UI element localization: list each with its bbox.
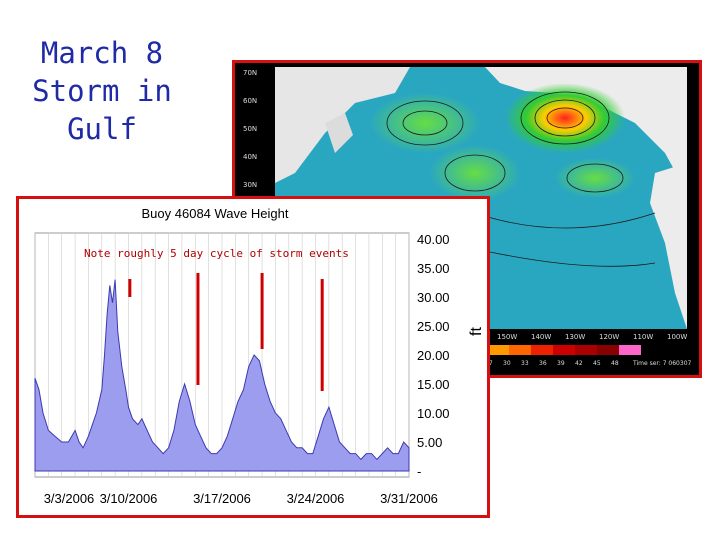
y-tick-label: 35.00: [417, 261, 450, 276]
legend-value-48: 48: [611, 360, 619, 367]
y-tick-label: 10.00: [417, 406, 450, 421]
legend-value-33: 33: [521, 360, 529, 367]
chart-title: Buoy 46084 Wave Height: [142, 206, 289, 221]
japan-land: [325, 113, 353, 153]
wave-height-area: [34, 279, 410, 472]
slide-title-line-3: Gulf: [67, 112, 137, 146]
chart-annotation: Note roughly 5 day cycle of storm events: [84, 247, 349, 260]
y-axis-unit-label: ft: [468, 327, 485, 336]
north-america-land: [650, 163, 687, 329]
legend-value-42: 42: [575, 360, 583, 367]
lat-label-60n: 60N: [243, 97, 257, 105]
x-axis-ticks: 3/3/2006 3/10/2006 3/17/2006 3/24/2006 3/31/…: [44, 491, 438, 506]
lon-label-120w: 120W: [599, 333, 619, 341]
wave-height-chart: Buoy 46084 Wave Height Note roughly 5 da…: [16, 196, 490, 518]
lon-label-100w: 100W: [667, 333, 687, 341]
x-tick-label: 3/3/2006: [44, 491, 95, 506]
wave-field-west: [370, 93, 480, 153]
x-tick-label: 3/31/2006: [380, 491, 438, 506]
legend-value-30: 30: [503, 360, 511, 367]
y-tick-label: -: [417, 464, 421, 479]
lon-label-150w: 150W: [497, 333, 517, 341]
y-tick-label: 15.00: [417, 377, 450, 392]
slide-title-line-1: March 8: [40, 36, 164, 70]
wave-height-chart-svg: Buoy 46084 Wave Height Note roughly 5 da…: [34, 206, 450, 506]
lon-label-140w: 140W: [531, 333, 551, 341]
y-tick-label: 5.00: [417, 435, 442, 450]
legend-value-39: 39: [557, 360, 565, 367]
legend-value-36: 36: [539, 360, 547, 367]
slide-title-line-2: Storm in: [32, 74, 172, 108]
storm-markers: [128, 273, 324, 391]
slide-title: March 8 Storm in Gulf: [22, 34, 182, 148]
wave-field-central: [430, 145, 520, 201]
storm-center-gulf: [505, 83, 625, 153]
map-footer-text: Time ser: 7 060307: [632, 360, 692, 367]
legend-value-45: 45: [593, 360, 601, 367]
lon-label-110w: 110W: [633, 333, 653, 341]
lat-label-70n: 70N: [243, 69, 257, 77]
asia-land: [275, 67, 410, 183]
y-axis-ticks: 40.00 35.00 30.00 25.00 20.00 15.00 10.00 5.00 -: [417, 232, 450, 479]
y-tick-label: 25.00: [417, 319, 450, 334]
y-tick-label: 20.00: [417, 348, 450, 363]
alaska-land: [485, 67, 687, 193]
x-tick-label: 3/10/2006: [100, 491, 158, 506]
lat-label-40n: 40N: [243, 153, 257, 161]
x-tick-label: 3/17/2006: [193, 491, 251, 506]
lat-label-30n: 30N: [243, 181, 257, 189]
lat-label-50n: 50N: [243, 125, 257, 133]
y-tick-label: 30.00: [417, 290, 450, 305]
y-tick-label: 40.00: [417, 232, 450, 247]
lon-label-130w: 130W: [565, 333, 585, 341]
x-tick-label: 3/24/2006: [287, 491, 345, 506]
color-legend: [487, 345, 641, 355]
